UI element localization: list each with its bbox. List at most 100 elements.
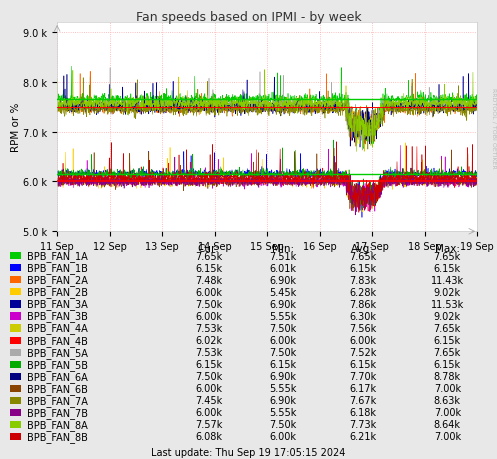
- Text: 6.15k: 6.15k: [349, 359, 376, 369]
- Text: 5.45k: 5.45k: [270, 287, 297, 297]
- Text: 7.00k: 7.00k: [434, 383, 461, 393]
- Text: 8.63k: 8.63k: [434, 396, 461, 405]
- Text: 9.02k: 9.02k: [434, 311, 461, 321]
- Text: 6.02k: 6.02k: [195, 336, 222, 345]
- Text: 6.15k: 6.15k: [349, 263, 376, 273]
- Text: 6.15k: 6.15k: [434, 263, 461, 273]
- Text: 7.56k: 7.56k: [349, 323, 376, 333]
- Text: 8.64k: 8.64k: [434, 420, 461, 430]
- Bar: [10, 349, 21, 356]
- Text: BPB_FAN_7B: BPB_FAN_7B: [27, 407, 88, 418]
- Text: 7.48k: 7.48k: [195, 275, 222, 285]
- Text: 7.65k: 7.65k: [195, 251, 222, 261]
- Text: 7.51k: 7.51k: [270, 251, 297, 261]
- Bar: [10, 252, 21, 260]
- Text: 11.43k: 11.43k: [431, 275, 464, 285]
- Text: 6.15k: 6.15k: [195, 359, 222, 369]
- Text: 7.73k: 7.73k: [349, 420, 376, 430]
- Text: 6.00k: 6.00k: [195, 311, 222, 321]
- Text: 6.00k: 6.00k: [195, 408, 222, 418]
- Text: 6.21k: 6.21k: [349, 431, 376, 442]
- Text: 7.45k: 7.45k: [195, 396, 222, 405]
- Text: 7.52k: 7.52k: [349, 347, 377, 358]
- Text: BPB_FAN_2B: BPB_FAN_2B: [27, 287, 88, 298]
- Bar: [10, 301, 21, 308]
- Text: 7.50k: 7.50k: [270, 420, 297, 430]
- Text: 7.70k: 7.70k: [349, 371, 376, 381]
- Text: Munin 2.0.37-1ubuntu0.1: Munin 2.0.37-1ubuntu0.1: [200, 458, 297, 459]
- Text: BPB_FAN_8B: BPB_FAN_8B: [27, 431, 88, 442]
- Text: BPB_FAN_1A: BPB_FAN_1A: [27, 251, 88, 262]
- Text: Last update: Thu Sep 19 17:05:15 2024: Last update: Thu Sep 19 17:05:15 2024: [151, 448, 346, 458]
- Text: 6.08k: 6.08k: [195, 431, 222, 442]
- Text: 5.55k: 5.55k: [269, 408, 297, 418]
- Text: 7.50k: 7.50k: [270, 347, 297, 358]
- Text: 7.65k: 7.65k: [349, 251, 376, 261]
- Bar: [10, 277, 21, 284]
- Text: 7.83k: 7.83k: [349, 275, 376, 285]
- Text: 7.53k: 7.53k: [195, 323, 222, 333]
- Y-axis label: RPM or %: RPM or %: [10, 103, 20, 152]
- Text: BPB_FAN_2A: BPB_FAN_2A: [27, 275, 88, 285]
- Text: BPB_FAN_6B: BPB_FAN_6B: [27, 383, 88, 394]
- Text: 5.55k: 5.55k: [269, 311, 297, 321]
- Text: 9.02k: 9.02k: [434, 287, 461, 297]
- Text: 7.00k: 7.00k: [434, 431, 461, 442]
- Text: 6.18k: 6.18k: [349, 408, 376, 418]
- Text: BPB_FAN_3A: BPB_FAN_3A: [27, 299, 88, 310]
- Text: 6.00k: 6.00k: [195, 383, 222, 393]
- Text: 6.90k: 6.90k: [270, 396, 297, 405]
- Text: 8.78k: 8.78k: [434, 371, 461, 381]
- Text: 6.90k: 6.90k: [270, 275, 297, 285]
- Text: 6.28k: 6.28k: [349, 287, 376, 297]
- Bar: [10, 397, 21, 404]
- Text: 6.15k: 6.15k: [434, 359, 461, 369]
- Text: 6.15k: 6.15k: [270, 359, 297, 369]
- Text: RRDTOOL / TOBI OETIKER: RRDTOOL / TOBI OETIKER: [491, 88, 496, 169]
- Text: 7.50k: 7.50k: [195, 299, 222, 309]
- Text: 5.55k: 5.55k: [269, 383, 297, 393]
- Text: 6.00k: 6.00k: [270, 336, 297, 345]
- Text: BPB_FAN_5B: BPB_FAN_5B: [27, 359, 88, 370]
- Bar: [10, 265, 21, 272]
- Bar: [10, 421, 21, 428]
- Text: Cur:: Cur:: [198, 243, 220, 253]
- Text: 6.90k: 6.90k: [270, 371, 297, 381]
- Text: 6.15k: 6.15k: [434, 336, 461, 345]
- Bar: [10, 433, 21, 440]
- Bar: [10, 313, 21, 320]
- Bar: [10, 385, 21, 392]
- Text: 7.65k: 7.65k: [434, 347, 461, 358]
- Text: 7.67k: 7.67k: [349, 396, 376, 405]
- Text: Min:: Min:: [272, 243, 294, 253]
- Text: 6.00k: 6.00k: [195, 287, 222, 297]
- Text: 11.53k: 11.53k: [431, 299, 464, 309]
- Text: 6.30k: 6.30k: [349, 311, 376, 321]
- Text: BPB_FAN_6A: BPB_FAN_6A: [27, 371, 88, 382]
- Text: 7.50k: 7.50k: [270, 323, 297, 333]
- Text: 6.00k: 6.00k: [270, 431, 297, 442]
- Text: Avg:: Avg:: [351, 243, 374, 253]
- Text: BPB_FAN_3B: BPB_FAN_3B: [27, 311, 88, 322]
- Bar: [10, 325, 21, 332]
- Text: 6.00k: 6.00k: [349, 336, 376, 345]
- Text: 7.65k: 7.65k: [434, 323, 461, 333]
- Text: 7.57k: 7.57k: [195, 420, 223, 430]
- Text: 6.01k: 6.01k: [270, 263, 297, 273]
- Bar: [10, 373, 21, 380]
- Text: 6.17k: 6.17k: [349, 383, 376, 393]
- Text: 6.90k: 6.90k: [270, 299, 297, 309]
- Text: BPB_FAN_7A: BPB_FAN_7A: [27, 395, 88, 406]
- Bar: [10, 409, 21, 416]
- Text: Max:: Max:: [435, 243, 460, 253]
- Bar: [10, 361, 21, 368]
- Text: 7.00k: 7.00k: [434, 408, 461, 418]
- Text: 7.53k: 7.53k: [195, 347, 222, 358]
- Text: Fan speeds based on IPMI - by week: Fan speeds based on IPMI - by week: [136, 11, 361, 24]
- Text: 7.50k: 7.50k: [195, 371, 222, 381]
- Text: BPB_FAN_4B: BPB_FAN_4B: [27, 335, 88, 346]
- Text: 6.15k: 6.15k: [195, 263, 222, 273]
- Text: 7.65k: 7.65k: [434, 251, 461, 261]
- Text: 7.86k: 7.86k: [349, 299, 376, 309]
- Text: BPB_FAN_5A: BPB_FAN_5A: [27, 347, 88, 358]
